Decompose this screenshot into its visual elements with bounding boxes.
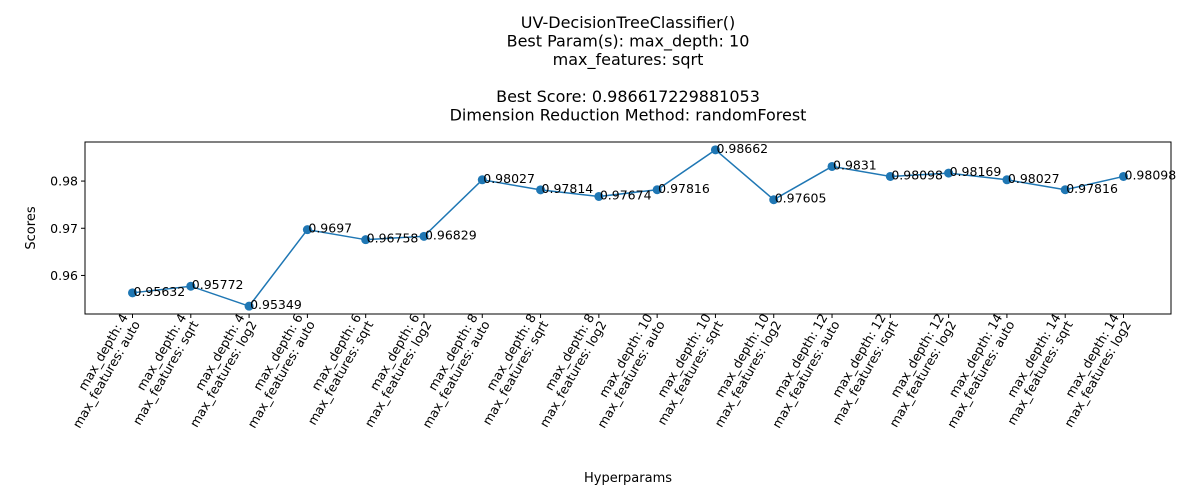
data-label: 0.95632: [134, 284, 186, 299]
data-point: [128, 288, 137, 298]
data-label: 0.9831: [833, 157, 877, 172]
data-label: 0.95772: [192, 277, 244, 292]
title-line: UV-DecisionTreeClassifier(): [521, 13, 735, 32]
data-point: [419, 231, 429, 241]
data-label: 0.97605: [775, 191, 827, 206]
series-line: [132, 148, 1124, 308]
x-axis-label: Hyperparams: [584, 471, 672, 486]
data-label: 0.98027: [483, 171, 535, 186]
data-label: 0.97674: [600, 187, 652, 202]
title-line: Best Score: 0.986617229881053: [496, 87, 760, 106]
plot-area: [84, 141, 1172, 315]
y-tick-label: 0.98: [50, 174, 78, 189]
y-axis: 0.96 0.97 0.98: [50, 174, 85, 283]
data-label: 0.97814: [542, 181, 594, 196]
y-tick-label: 0.96: [50, 268, 78, 283]
data-point: [944, 168, 954, 178]
data-point: [477, 175, 487, 185]
data-point: [536, 185, 546, 195]
data-label: 0.98098: [891, 167, 943, 182]
data-point: [1119, 171, 1128, 181]
title-line: Best Param(s): max_depth: 10: [507, 32, 750, 52]
data-label: 0.98027: [1008, 171, 1060, 186]
data-label: 0.98169: [950, 164, 1002, 179]
chart-title: UV-DecisionTreeClassifier()Best Param(s)…: [450, 13, 807, 125]
data-point: [594, 191, 604, 201]
data-label: 0.98662: [716, 141, 768, 156]
x-tick-label: max_depth: 4max_features: auto: [57, 311, 143, 431]
data-label: 0.98098: [1125, 167, 1177, 182]
data-point: [244, 301, 254, 311]
data-label: 0.9697: [308, 221, 352, 236]
y-tick-label: 0.97: [50, 221, 78, 236]
data-point: [361, 235, 371, 245]
y-axis-label: Scores: [24, 206, 39, 249]
data-points: [128, 145, 1128, 311]
data-point: [652, 185, 662, 195]
data-labels: 0.95632 0.95772 0.95349 0.9697 0.96758 0.9682…: [134, 141, 1177, 312]
x-axis: max_depth: 4max_features: automax_depth:…: [57, 311, 1134, 431]
data-label: 0.95349: [250, 297, 302, 312]
data-label: 0.97816: [658, 181, 710, 196]
data-point: [1060, 185, 1070, 195]
data-point: [710, 145, 720, 155]
data-point: [1002, 175, 1012, 185]
data-point: [769, 195, 779, 205]
data-point: [827, 161, 837, 171]
data-point: [302, 225, 312, 235]
data-point: [885, 171, 895, 181]
data-point: [186, 281, 196, 291]
title-line: max_features: sqrt: [553, 50, 704, 70]
data-label: 0.96829: [425, 227, 477, 242]
title-line: Dimension Reduction Method: randomForest: [450, 106, 807, 125]
data-label: 0.96758: [367, 231, 419, 246]
data-label: 0.97816: [1066, 181, 1118, 196]
